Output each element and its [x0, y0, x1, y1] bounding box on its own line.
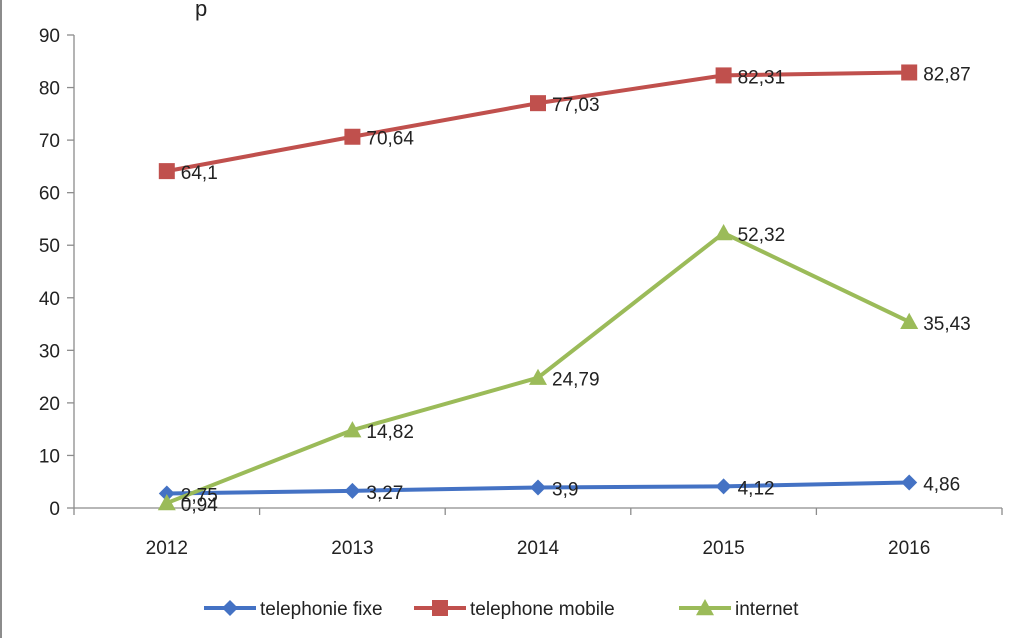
legend-entry: telephonie fixe [204, 599, 383, 620]
legend-entry: telephone mobile [414, 599, 615, 620]
y-tick-label: 50 [39, 236, 60, 257]
data-point [157, 494, 176, 511]
legend-label: internet [735, 599, 799, 620]
data-point [901, 474, 918, 491]
y-tick-label: 90 [39, 26, 60, 47]
data-label: 4,12 [738, 478, 775, 499]
x-tick-label: 2015 [702, 538, 744, 559]
legend-entry: internet [679, 599, 799, 620]
x-tick-label: 2013 [331, 538, 373, 559]
y-tick-label: 70 [39, 131, 60, 152]
series-diamond [158, 474, 918, 502]
data-label: 82,87 [923, 64, 971, 85]
data-point [900, 312, 919, 329]
data-point [158, 163, 175, 180]
data-label: 64,1 [181, 163, 218, 184]
y-tick-label: 60 [39, 184, 60, 205]
legend-marker [432, 600, 448, 616]
data-label: 35,43 [923, 314, 971, 335]
data-point [158, 485, 175, 502]
series-layer [157, 64, 919, 511]
data-point [530, 479, 546, 496]
legend: telephonie fixe telephone mobile internet [204, 599, 799, 620]
data-label: 3,27 [366, 483, 403, 504]
data-label: 82,31 [738, 67, 786, 88]
data-label: 2,75 [181, 486, 218, 507]
data-point [344, 482, 361, 499]
data-point [344, 128, 361, 145]
series-triangle [157, 224, 919, 511]
data-point [901, 64, 918, 81]
data-labels: 2,75 3,27 3,9 4,12 4,86 64,1 70,64 77,03 82,31 82… [181, 64, 971, 516]
axes: 0 10 20 30 40 50 60 70 80 90 2012 2013 2014 2015 2016 [39, 26, 1003, 559]
data-point [715, 478, 732, 495]
data-label: 14,82 [366, 422, 414, 443]
legend-marker [696, 599, 714, 616]
data-point [715, 67, 732, 84]
legend-label: telephonie fixe [260, 599, 383, 620]
data-label: 4,86 [923, 474, 960, 495]
data-label: 77,03 [552, 95, 600, 116]
x-tick-label: 2014 [517, 538, 560, 559]
x-tick-label: 2012 [146, 538, 188, 559]
series-square [158, 64, 918, 180]
legend-label: telephone mobile [470, 599, 615, 620]
data-point [714, 224, 733, 241]
data-label: 0,94 [181, 495, 218, 516]
series-line [166, 231, 911, 505]
data-point [529, 368, 547, 385]
series-line [166, 70, 910, 174]
data-label: 52,32 [738, 225, 786, 246]
y-tick-label: 10 [39, 446, 60, 467]
data-label: 70,64 [366, 129, 414, 150]
data-point [343, 421, 362, 438]
legend-marker [222, 600, 238, 616]
y-tick-label: 80 [39, 79, 60, 100]
y-tick-label: 30 [39, 341, 60, 362]
y-tick-label: 20 [39, 394, 60, 415]
y-tick-label: 0 [49, 499, 60, 520]
data-label: 24,79 [552, 370, 600, 391]
y-tick-label: 40 [39, 289, 60, 310]
x-tick-label: 2016 [888, 538, 930, 559]
data-point [530, 95, 546, 112]
chart-title: p [195, 0, 207, 21]
data-label: 3,9 [552, 480, 578, 501]
